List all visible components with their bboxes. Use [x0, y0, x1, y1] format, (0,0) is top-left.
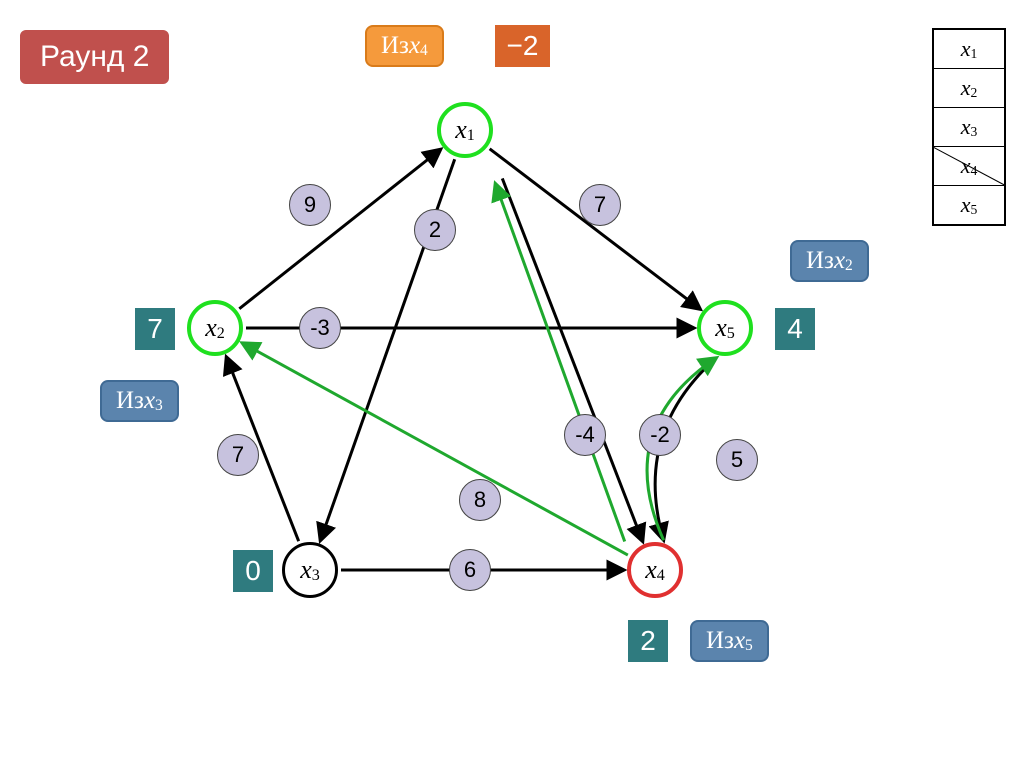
legend-row-x3: x3	[934, 108, 1004, 147]
badge-from_x5: Из x5	[690, 620, 769, 662]
weight-e_x5_x4: -2	[639, 414, 681, 456]
edge-e_x1_x4	[502, 178, 642, 541]
weight-e_x2_x5: -3	[299, 307, 341, 349]
edge-e_x1_x5	[490, 149, 701, 309]
valuebox-v3: 0	[233, 550, 273, 592]
weight-e_x4_x2_g: 8	[459, 479, 501, 521]
edge-e_x2_x1	[239, 149, 440, 309]
round-title: Раунд 2	[20, 30, 169, 84]
weight-e_x3_x2: 7	[217, 434, 259, 476]
legend-row-x1: x1	[934, 30, 1004, 69]
weight-e_x1_x3: 2	[414, 209, 456, 251]
edge-e_x4_x1_g	[495, 183, 624, 541]
weight-e_x3_x4: 6	[449, 549, 491, 591]
weight-e_x2_x1: 9	[289, 184, 331, 226]
weight-e_x4_x5_g: 5	[716, 439, 758, 481]
node-x3: x3	[282, 542, 338, 598]
badge-from_x2: Из x2	[790, 240, 869, 282]
weight-e_x1_x5: 7	[579, 184, 621, 226]
node-x1: x1	[437, 102, 493, 158]
legend-row-x2: x2	[934, 69, 1004, 108]
node-x2: x2	[187, 300, 243, 356]
node-x4: x4	[627, 542, 683, 598]
weight-e_x1_x4: -4	[564, 414, 606, 456]
badge-from_x4: Из x4	[365, 25, 444, 67]
diagram-stage: { "title": { "text": "Раунд 2", "bg": "#…	[0, 0, 1024, 767]
legend-row-x4: x4	[934, 147, 1004, 186]
legend-row-x5: x5	[934, 186, 1004, 224]
valuebox-v2: 7	[135, 308, 175, 350]
valuebox-v1: −2	[495, 25, 550, 67]
node-x5: x5	[697, 300, 753, 356]
badge-from_x3: Из x3	[100, 380, 179, 422]
valuebox-v4: 2	[628, 620, 668, 662]
legend-table: x1x2x3x4x5	[932, 28, 1006, 226]
valuebox-v5: 4	[775, 308, 815, 350]
